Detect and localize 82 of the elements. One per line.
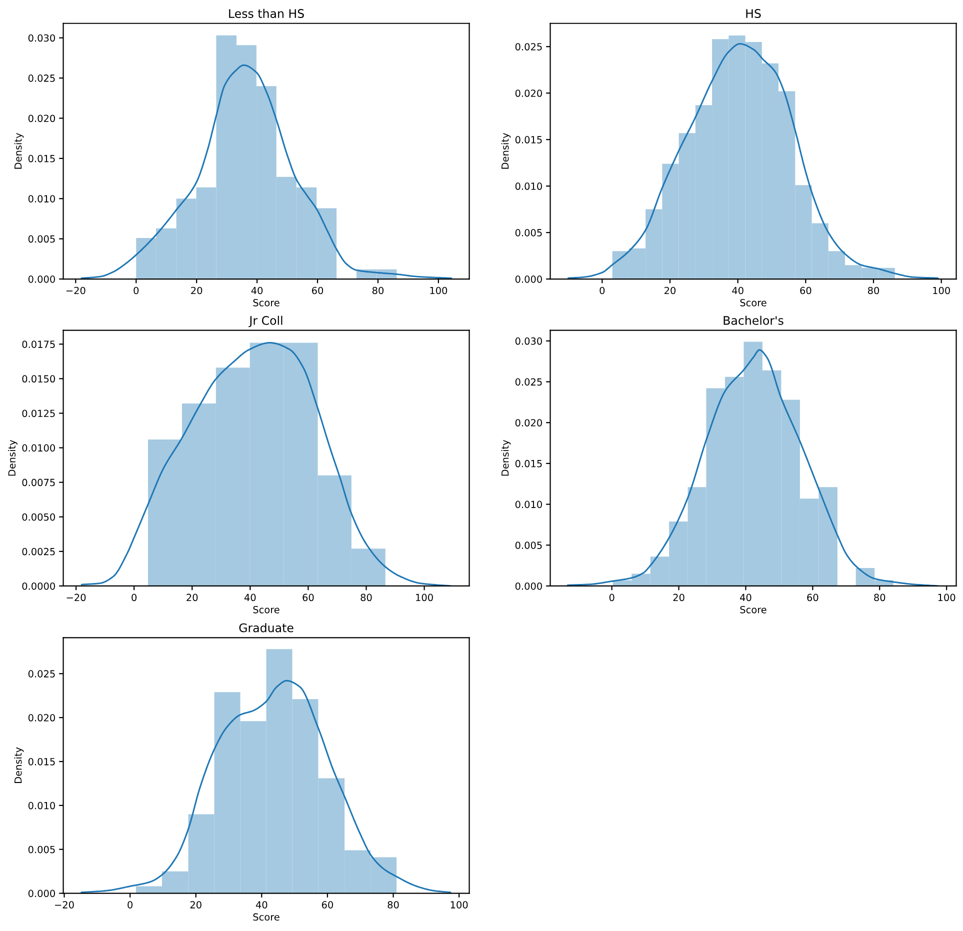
x-tick-label: 100 bbox=[430, 286, 448, 294]
y-tick-label: 0.0125 bbox=[22, 410, 55, 418]
chart-title: Jr Coll bbox=[248, 316, 282, 328]
y-tick-label: 0.000 bbox=[28, 276, 55, 283]
y-tick-label: 0.000 bbox=[515, 582, 542, 590]
y-tick-label: 0.0075 bbox=[22, 478, 55, 486]
y-tick-label: 0.000 bbox=[515, 276, 542, 283]
y-tick-label: 0.020 bbox=[28, 114, 55, 122]
y-tick-label: 0.010 bbox=[28, 195, 55, 202]
y-tick-label: 0.0000 bbox=[22, 582, 55, 590]
y-tick-label: 0.010 bbox=[28, 802, 55, 810]
y-tick-label: 0.010 bbox=[515, 500, 542, 508]
x-tick-label: 60 bbox=[807, 594, 818, 602]
x-tick-label: 80 bbox=[388, 901, 399, 908]
x-tick-label: 80 bbox=[868, 286, 880, 294]
y-tick-label: 0.015 bbox=[28, 154, 55, 162]
x-tick-label: 20 bbox=[186, 594, 198, 602]
x-tick-label: 20 bbox=[673, 594, 684, 602]
x-tick-label: 0 bbox=[609, 594, 614, 602]
x-tick-label: −20 bbox=[66, 286, 86, 294]
y-tick-label: 0.020 bbox=[515, 419, 542, 426]
x-tick-label: 80 bbox=[360, 594, 372, 602]
x-axis-title: Score bbox=[253, 913, 280, 921]
y-tick-label: 0.025 bbox=[515, 378, 542, 386]
x-tick-label: 100 bbox=[416, 594, 433, 602]
y-tick-label: 0.0175 bbox=[22, 340, 55, 348]
y-tick-label: 0.0150 bbox=[22, 375, 55, 383]
x-tick-label: 0 bbox=[132, 594, 137, 602]
x-tick-label: −20 bbox=[66, 594, 86, 602]
y-axis-title: Density bbox=[8, 440, 18, 476]
y-tick-label: 0.015 bbox=[515, 136, 542, 144]
y-tick-label: 0.005 bbox=[515, 229, 542, 236]
y-tick-label: 0.000 bbox=[28, 890, 55, 898]
y-tick-label: 0.0100 bbox=[22, 444, 55, 452]
x-tick-label: 20 bbox=[664, 286, 676, 294]
y-tick-label: 0.0025 bbox=[22, 548, 55, 556]
x-tick-label: 20 bbox=[191, 286, 202, 294]
x-tick-label: 80 bbox=[874, 594, 886, 602]
y-tick-label: 0.020 bbox=[515, 90, 542, 97]
y-tick-label: 0.0050 bbox=[22, 513, 55, 521]
x-tick-label: 40 bbox=[251, 286, 263, 294]
chart-title: Graduate bbox=[239, 623, 294, 632]
y-tick-label: 0.030 bbox=[515, 337, 542, 345]
y-tick-label: 0.025 bbox=[515, 43, 542, 50]
x-tick-label: 0 bbox=[128, 901, 133, 908]
y-axis-title: Density bbox=[14, 747, 24, 783]
y-tick-label: 0.030 bbox=[28, 34, 55, 42]
y-tick-label: 0.015 bbox=[28, 758, 55, 766]
y-tick-label: 0.005 bbox=[28, 235, 55, 243]
chart-title: Bachelor's bbox=[724, 316, 784, 325]
x-axis-title: Score bbox=[253, 606, 280, 614]
x-tick-label: 0 bbox=[134, 286, 139, 294]
x-tick-label: 60 bbox=[302, 594, 314, 602]
x-tick-label: 100 bbox=[933, 286, 950, 294]
x-tick-label: 0 bbox=[600, 286, 605, 294]
x-axis-title: Score bbox=[253, 299, 280, 306]
x-tick-label: 60 bbox=[800, 286, 812, 294]
y-tick-label: 0.025 bbox=[28, 670, 55, 678]
y-tick-label: 0.025 bbox=[28, 74, 55, 82]
y-tick-label: 0.020 bbox=[28, 714, 55, 722]
x-tick-label: 60 bbox=[312, 286, 324, 294]
y-axis-title: Density bbox=[14, 133, 24, 169]
y-axis-title: Density bbox=[501, 133, 511, 169]
y-axis-title: Density bbox=[501, 440, 511, 476]
x-tick-label: 40 bbox=[740, 594, 752, 602]
x-axis-title: Score bbox=[740, 606, 766, 614]
y-tick-label: 0.005 bbox=[28, 846, 55, 854]
x-tick-label: 100 bbox=[450, 901, 468, 908]
y-tick-label: 0.010 bbox=[515, 182, 542, 190]
chart-title: HS bbox=[746, 9, 761, 18]
x-tick-label: 60 bbox=[322, 901, 334, 908]
x-tick-label: 40 bbox=[256, 901, 268, 908]
chart-title: Less than HS bbox=[229, 8, 304, 18]
x-tick-label: −20 bbox=[55, 901, 74, 908]
y-tick-label: 0.015 bbox=[515, 460, 542, 468]
x-tick-label: 40 bbox=[732, 286, 744, 294]
x-tick-label: 80 bbox=[372, 286, 384, 294]
y-tick-label: 0.005 bbox=[515, 542, 542, 549]
x-tick-label: 40 bbox=[244, 594, 256, 602]
x-tick-label: 100 bbox=[938, 594, 956, 602]
x-tick-label: 20 bbox=[190, 901, 202, 908]
x-axis-title: Score bbox=[740, 299, 766, 306]
